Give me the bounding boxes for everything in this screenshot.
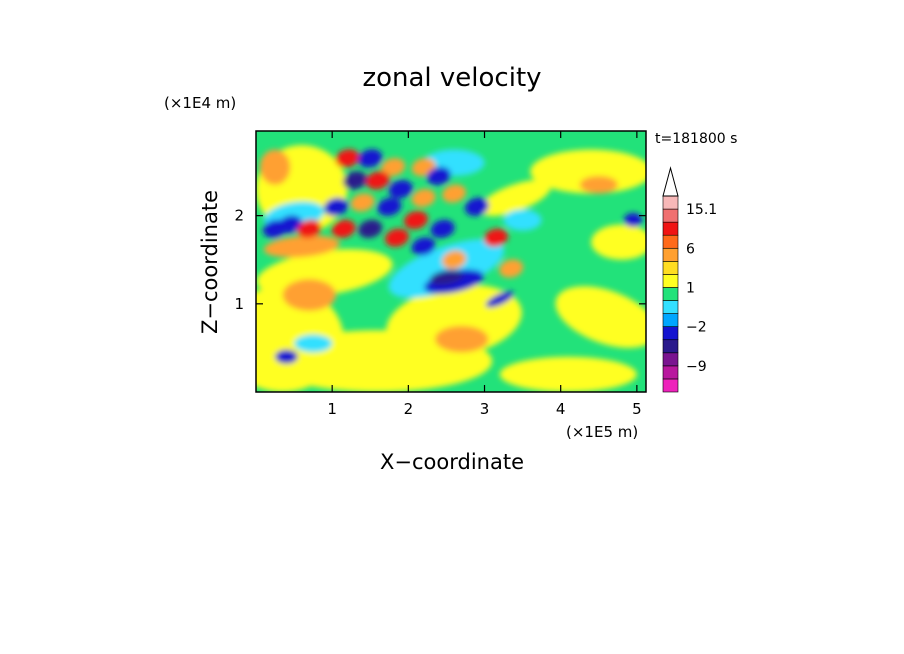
- colorbar: 15.1 6 1 −2 −9: [662, 166, 717, 393]
- velocity-contour: [555, 286, 646, 348]
- velocity-contour: [331, 219, 356, 238]
- velocity-contour: [381, 158, 406, 177]
- velocity-contour: [442, 250, 467, 269]
- colorbar-band: [662, 365, 679, 380]
- colorbar-band: [662, 234, 679, 249]
- x-tick-label: 3: [480, 400, 490, 418]
- velocity-contour: [499, 356, 637, 392]
- colorbar-band: [662, 287, 679, 301]
- velocity-contour: [350, 193, 375, 212]
- colorbar-band: [662, 247, 679, 262]
- velocity-field: [256, 145, 646, 392]
- velocity-contour: [485, 291, 514, 308]
- y-axis: 12: [234, 207, 646, 313]
- velocity-contour: [384, 228, 409, 247]
- colorbar-tick-label: 6: [686, 241, 695, 257]
- x-tick-label: 5: [632, 400, 642, 418]
- chart-title: zonal velocity: [362, 63, 541, 93]
- velocity-contour: [591, 224, 646, 260]
- velocity-contour: [365, 171, 390, 190]
- colorbar-tick-label: −9: [686, 359, 707, 375]
- y-unit-label: (×1E4 m): [164, 94, 236, 112]
- velocity-contour: [335, 149, 360, 168]
- velocity-contour: [323, 197, 348, 216]
- x-tick-label: 1: [327, 400, 337, 418]
- velocity-contour: [403, 210, 428, 230]
- velocity-contour: [464, 197, 489, 216]
- colorbar-band: [662, 339, 679, 354]
- velocity-contour: [259, 149, 291, 185]
- colorbar-tick-label: 15.1: [686, 202, 717, 218]
- y-axis-label: Z−coordinate: [198, 190, 222, 334]
- colorbar-extend-arrow: [662, 166, 679, 197]
- colorbar-band: [662, 274, 679, 288]
- velocity-contour: [263, 235, 340, 258]
- velocity-contour: [499, 259, 524, 278]
- velocity-contour: [435, 325, 489, 353]
- velocity-contour: [343, 171, 368, 190]
- velocity-contour: [358, 219, 383, 238]
- time-label: t=181800 s: [655, 131, 737, 147]
- velocity-contour: [294, 334, 333, 353]
- colorbar-band: [662, 261, 679, 275]
- colorbar-tick-label: 1: [686, 280, 695, 296]
- velocity-contour: [411, 188, 436, 208]
- velocity-contour: [297, 219, 322, 238]
- velocity-contour: [275, 349, 298, 364]
- velocity-contour: [579, 175, 618, 194]
- y-tick-label: 1: [234, 295, 244, 313]
- velocity-contour: [411, 237, 436, 256]
- colorbar-band: [662, 195, 679, 210]
- velocity-contour: [282, 279, 336, 311]
- colorbar-tick-label: −2: [686, 320, 707, 336]
- colorbar-band: [662, 300, 679, 314]
- x-axis-label: X−coordinate: [380, 450, 524, 474]
- velocity-contour: [429, 269, 463, 285]
- velocity-contour: [377, 197, 402, 216]
- colorbar-band: [662, 352, 679, 367]
- velocity-contour: [483, 228, 508, 247]
- velocity-contour: [478, 180, 552, 217]
- plot-frame: [255, 130, 647, 393]
- velocity-contour: [623, 213, 643, 228]
- x-tick-label: 4: [556, 400, 566, 418]
- colorbar-band: [662, 378, 679, 393]
- x-tick-label: 2: [404, 400, 414, 418]
- colorbar-band: [662, 221, 679, 236]
- velocity-contour: [388, 239, 505, 298]
- colorbar-band: [662, 208, 679, 223]
- velocity-contour: [388, 180, 413, 199]
- y-tick-label: 2: [234, 207, 244, 225]
- velocity-contour: [442, 184, 467, 203]
- colorbar-band: [662, 313, 679, 327]
- velocity-contour: [358, 149, 383, 168]
- velocity-contour: [503, 209, 542, 231]
- colorbar-band: [662, 326, 679, 341]
- x-axis: 1 2 3 4 5: [327, 131, 642, 418]
- velocity-contour: [430, 219, 455, 238]
- plot-area: [256, 131, 646, 392]
- x-unit-label: (×1E5 m): [566, 423, 638, 441]
- velocity-contour: [426, 166, 451, 186]
- velocity-contour: [263, 219, 288, 238]
